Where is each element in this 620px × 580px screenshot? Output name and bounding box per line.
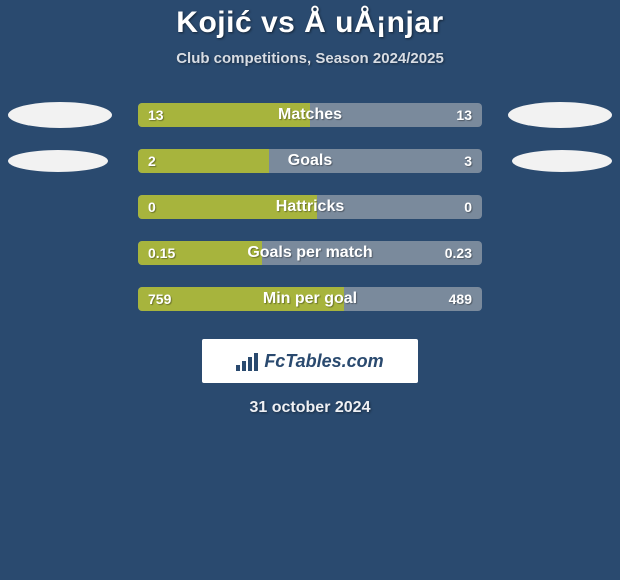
stat-bar: 13 13 Matches: [138, 103, 482, 127]
stat-rows: 13 13 Matches 2 3 Goals 0 0 Hattricks 0.15 0.23 Goa…: [0, 103, 620, 311]
stat-row: 0.15 0.23 Goals per match: [0, 241, 620, 265]
stat-label: Min per goal: [263, 290, 357, 308]
player-oval-right: [512, 150, 612, 172]
subtitle: Club competitions, Season 2024/2025: [0, 50, 620, 67]
stat-label: Matches: [278, 106, 342, 124]
stat-row: 2 3 Goals: [0, 149, 620, 173]
date-label: 31 october 2024: [0, 399, 620, 417]
logo-text: FcTables.com: [264, 351, 383, 372]
stat-value-left: 13: [148, 107, 164, 123]
stat-value-right: 489: [449, 291, 472, 307]
stat-bar: 0 0 Hattricks: [138, 195, 482, 219]
stat-bar: 759 489 Min per goal: [138, 287, 482, 311]
stat-label: Goals: [288, 152, 332, 170]
player-oval-right: [508, 102, 612, 128]
stat-value-left: 759: [148, 291, 171, 307]
stat-row: 759 489 Min per goal: [0, 287, 620, 311]
stat-label: Goals per match: [247, 244, 372, 262]
page-title: Kojić vs Å uÅ¡njar: [0, 6, 620, 40]
player-oval-left: [8, 150, 108, 172]
stat-value-left: 0: [148, 199, 156, 215]
stat-bar-fill: [138, 149, 269, 173]
stat-value-right: 3: [464, 153, 472, 169]
stat-value-right: 0.23: [445, 245, 472, 261]
stat-bar: 0.15 0.23 Goals per match: [138, 241, 482, 265]
stat-value-right: 0: [464, 199, 472, 215]
stat-value-left: 0.15: [148, 245, 175, 261]
stat-row: 13 13 Matches: [0, 103, 620, 127]
comparison-card: Kojić vs Å uÅ¡njar Club competitions, Se…: [0, 0, 620, 580]
barchart-icon: [236, 351, 258, 371]
player-oval-left: [8, 102, 112, 128]
stat-bar: 2 3 Goals: [138, 149, 482, 173]
stat-value-right: 13: [456, 107, 472, 123]
stat-row: 0 0 Hattricks: [0, 195, 620, 219]
stat-label: Hattricks: [276, 198, 344, 216]
logo-box[interactable]: FcTables.com: [202, 339, 418, 383]
stat-value-left: 2: [148, 153, 156, 169]
